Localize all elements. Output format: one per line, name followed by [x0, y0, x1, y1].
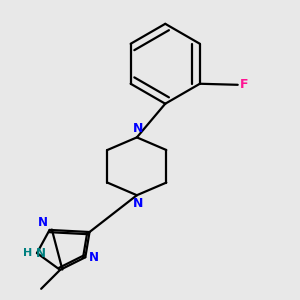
Text: F: F	[240, 78, 248, 91]
Text: N: N	[88, 251, 98, 264]
Text: N: N	[133, 197, 143, 210]
Text: N: N	[133, 122, 143, 135]
Text: N: N	[38, 216, 47, 229]
Text: N: N	[36, 247, 46, 260]
Text: H: H	[23, 248, 33, 258]
